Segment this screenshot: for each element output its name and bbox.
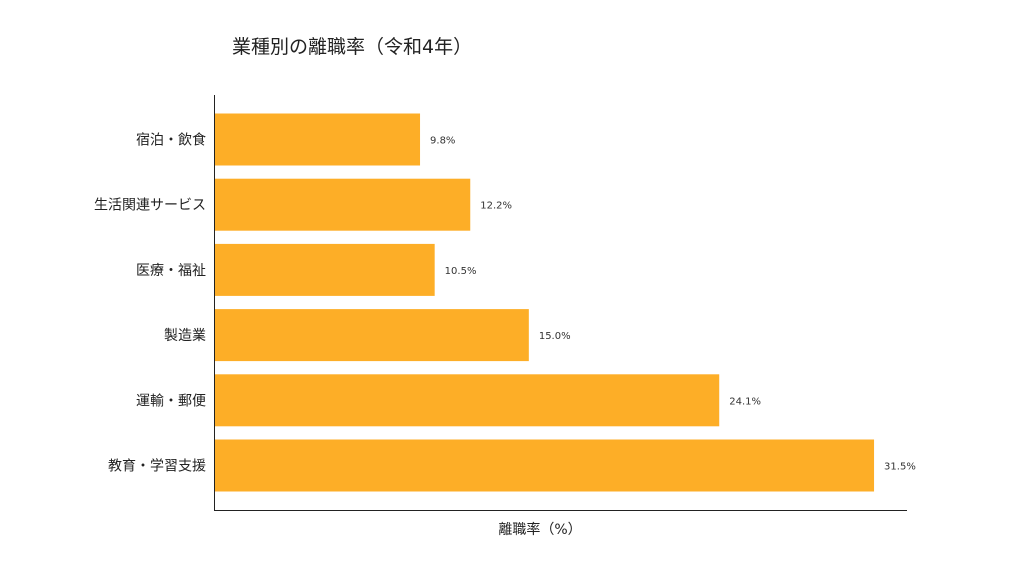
value-label-1: 12.2% <box>480 201 512 212</box>
category-label-1: 生活関連サービス <box>94 198 206 214</box>
bars-group: 宿泊・飲食 9.8% 生活関連サービス 12.2% 医療・福祉 10.5% 製造業 15.0%… <box>94 113 916 492</box>
value-label-4: 24.1% <box>729 396 761 407</box>
bar-1 <box>215 178 471 231</box>
value-label-0: 9.8% <box>430 136 455 147</box>
bar-3 <box>215 309 529 362</box>
value-label-2: 10.5% <box>445 266 477 277</box>
category-label-2: 医療・福祉 <box>136 262 206 279</box>
bar-5 <box>215 439 875 492</box>
bar-2 <box>215 243 435 296</box>
category-label-0: 宿泊・飲食 <box>136 132 206 149</box>
value-label-3: 15.0% <box>539 331 571 342</box>
category-label-4: 運輸・郵便 <box>136 393 206 409</box>
category-label-3: 製造業 <box>164 328 206 344</box>
chart-title: 業種別の離職率（令和4年） <box>232 36 472 58</box>
x-axis-label: 離職率（%） <box>498 521 581 538</box>
category-label-5: 教育・学習支援 <box>108 459 206 475</box>
value-label-5: 31.5% <box>884 462 916 473</box>
bar-0 <box>215 113 421 166</box>
bar-4 <box>215 374 720 427</box>
